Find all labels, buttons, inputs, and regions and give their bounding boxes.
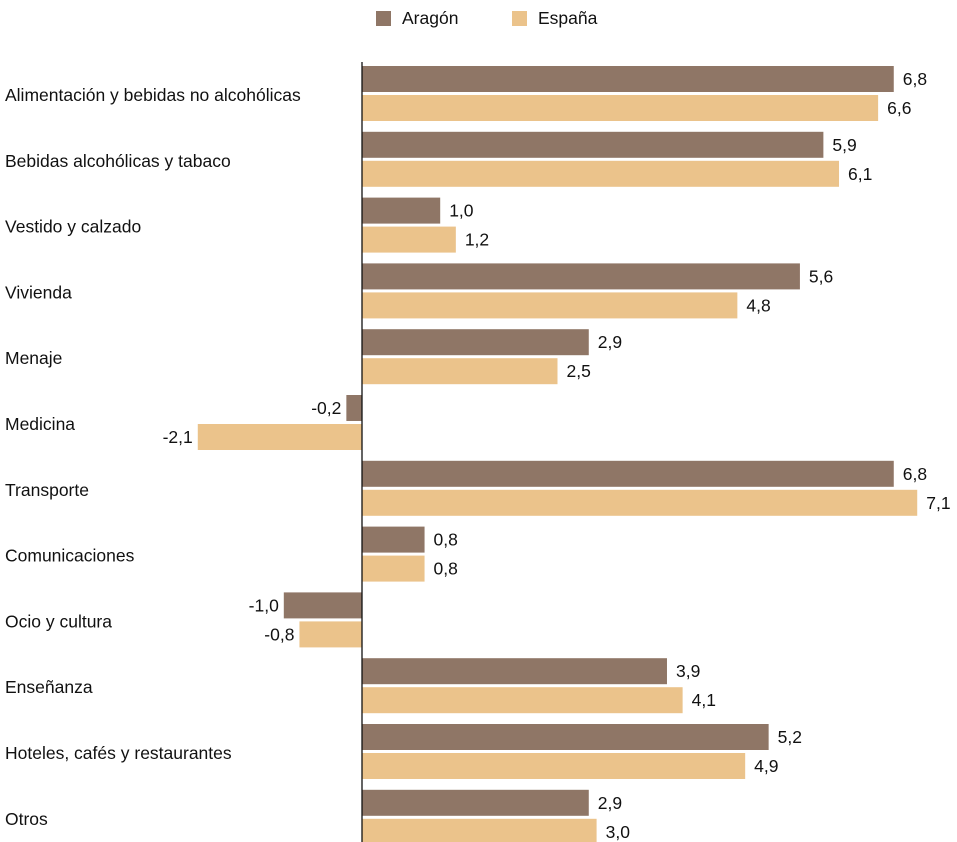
value-label: 3,9 xyxy=(676,661,700,681)
bar-espana xyxy=(198,424,362,450)
category-label: Alimentación y bebidas no alcohólicas xyxy=(5,85,301,105)
bar-espana xyxy=(362,95,878,121)
value-label: -0,2 xyxy=(311,398,341,418)
bar-aragon xyxy=(284,592,362,618)
value-label: 2,9 xyxy=(598,793,622,813)
bar-aragon xyxy=(362,527,425,553)
category-label: Menaje xyxy=(5,348,62,368)
bars xyxy=(198,66,917,842)
bar-aragon xyxy=(362,724,769,750)
bar-espana xyxy=(362,687,683,713)
category-label: Ocio y cultura xyxy=(5,611,112,631)
bar-aragon xyxy=(362,329,589,355)
legend-swatch-espana xyxy=(512,11,527,26)
bar-aragon xyxy=(362,132,823,158)
category-label: Otros xyxy=(5,809,48,829)
value-label: 3,0 xyxy=(606,822,631,842)
legend-label-aragon: Aragón xyxy=(402,8,458,28)
value-label: 6,6 xyxy=(887,98,911,118)
legend-label-espana: España xyxy=(538,8,598,28)
category-label: Vivienda xyxy=(5,282,72,302)
value-label: 5,6 xyxy=(809,266,833,286)
bar-espana xyxy=(362,819,597,842)
category-label: Vestido y calzado xyxy=(5,217,141,237)
value-label: 5,2 xyxy=(778,727,802,747)
bar-aragon xyxy=(346,395,362,421)
bar-espana xyxy=(362,753,745,779)
value-label: 6,1 xyxy=(848,164,872,184)
value-label: 2,9 xyxy=(598,332,622,352)
bar-aragon xyxy=(362,263,800,289)
value-label: 4,9 xyxy=(754,756,778,776)
category-labels: Alimentación y bebidas no alcohólicas Beb… xyxy=(5,85,301,829)
value-label: -1,0 xyxy=(249,595,279,615)
value-label: 4,1 xyxy=(692,690,716,710)
bar-aragon xyxy=(362,66,894,92)
value-label: 7,1 xyxy=(926,493,950,513)
bar-aragon xyxy=(362,790,589,816)
value-label: 5,9 xyxy=(832,135,856,155)
bar-espana xyxy=(362,292,737,318)
category-label: Bebidas alcohólicas y tabaco xyxy=(5,151,231,171)
value-label: 6,8 xyxy=(903,69,927,89)
value-label: 6,8 xyxy=(903,464,927,484)
category-label: Transporte xyxy=(5,480,89,500)
bar-aragon xyxy=(362,461,894,487)
chart-legend: Aragón España xyxy=(376,8,598,28)
legend-swatch-aragon xyxy=(376,11,391,26)
category-label: Hoteles, cafés y restaurantes xyxy=(5,743,232,763)
value-label: 4,8 xyxy=(746,295,770,315)
value-label: -0,8 xyxy=(264,624,294,644)
bar-aragon xyxy=(362,198,440,224)
value-label: -2,1 xyxy=(163,427,193,447)
value-label: 2,5 xyxy=(567,361,591,381)
bar-espana xyxy=(362,358,558,384)
bar-aragon xyxy=(362,658,667,684)
value-label: 0,8 xyxy=(434,559,458,579)
bar-espana xyxy=(299,621,362,647)
bar-espana xyxy=(362,161,839,187)
value-label: 1,2 xyxy=(465,230,489,250)
category-label: Enseñanza xyxy=(5,677,93,697)
bar-espana xyxy=(362,556,425,582)
bar-espana xyxy=(362,227,456,253)
category-label: Medicina xyxy=(5,414,75,434)
value-label: 1,0 xyxy=(449,201,474,221)
bar-espana xyxy=(362,490,917,516)
value-label: 0,8 xyxy=(434,530,458,550)
category-label: Comunicaciones xyxy=(5,546,135,566)
